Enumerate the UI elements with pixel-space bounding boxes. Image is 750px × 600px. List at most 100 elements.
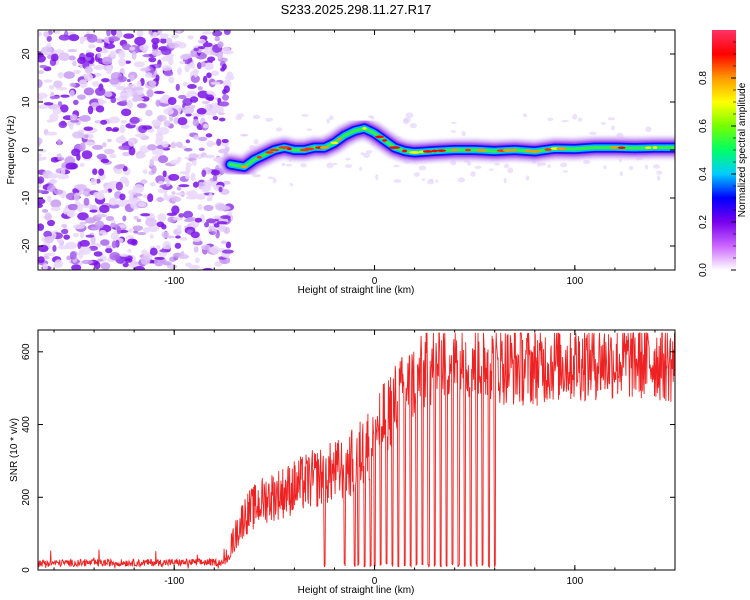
snr-y-axis-label: SNR (10 * v/v)	[9, 418, 20, 482]
noise-blob	[78, 79, 88, 88]
noise-blob	[163, 108, 174, 115]
noise-blob	[145, 109, 153, 117]
noise-blob	[92, 144, 104, 150]
noise-blob	[144, 72, 153, 79]
noise-blob	[159, 248, 171, 253]
noise-blob	[38, 176, 45, 184]
noise-blob	[126, 99, 133, 109]
noise-blob	[451, 121, 457, 124]
noise-blob	[185, 164, 191, 174]
noise-blob	[393, 164, 400, 168]
noise-blob	[125, 199, 132, 204]
noise-blob	[115, 181, 123, 191]
ridge-peak-spot	[617, 146, 626, 150]
noise-blob	[52, 108, 62, 115]
spectrogram-y-tick-label: 10	[21, 96, 32, 108]
noise-blob	[185, 113, 192, 117]
noise-blob	[209, 246, 221, 254]
noise-blob	[202, 42, 213, 48]
noise-blob	[149, 234, 154, 239]
noise-blob	[101, 56, 113, 65]
noise-blob	[202, 123, 209, 129]
ridge-peak-spot	[422, 150, 433, 153]
noise-blob	[100, 49, 109, 54]
noise-blob	[47, 195, 52, 203]
noise-blob	[106, 30, 111, 37]
noise-blob	[207, 56, 216, 62]
noise-blob	[189, 96, 199, 103]
noise-blob	[239, 133, 247, 137]
ridge-peak-spot	[556, 147, 567, 151]
noise-blob	[187, 83, 197, 89]
noise-blob	[108, 36, 120, 42]
snr-series-line	[38, 332, 675, 569]
noise-blob	[370, 115, 375, 120]
noise-blob	[216, 138, 222, 147]
noise-blob	[43, 79, 53, 83]
noise-blob	[139, 44, 149, 52]
noise-blob	[124, 178, 130, 188]
noise-blob	[203, 46, 209, 55]
noise-blob	[73, 192, 80, 202]
noise-blob	[344, 163, 353, 168]
noise-blob	[561, 119, 569, 123]
noise-blob	[132, 96, 139, 102]
noise-blob	[267, 176, 275, 180]
noise-blob	[184, 64, 190, 73]
noise-blob	[218, 224, 227, 232]
noise-blob	[178, 184, 190, 188]
noise-blob	[196, 62, 202, 70]
noise-blob	[167, 96, 177, 106]
noise-blob	[175, 83, 180, 91]
noise-blob	[74, 184, 87, 190]
noise-blob	[60, 167, 66, 175]
noise-blob	[179, 171, 190, 175]
snr-panel: -100 0 100 0 200 400 600 Height of straight li…	[9, 329, 676, 596]
noise-blob	[72, 224, 85, 230]
noise-blob	[93, 261, 101, 270]
noise-blob	[405, 112, 414, 119]
noise-blob	[45, 131, 58, 136]
noise-blob	[169, 115, 174, 122]
noise-blob	[105, 216, 115, 221]
noise-blob	[195, 193, 206, 199]
noise-blob	[145, 217, 157, 227]
noise-blob	[63, 71, 75, 79]
noise-blob	[149, 182, 156, 187]
noise-blob	[72, 60, 77, 67]
noise-blob	[73, 69, 81, 75]
noise-blob	[137, 103, 147, 109]
noise-blob	[118, 224, 127, 228]
noise-blob	[201, 100, 211, 105]
noise-blob	[81, 150, 93, 160]
noise-blob	[105, 247, 113, 254]
noise-blob	[38, 203, 43, 208]
noise-blob	[220, 240, 227, 244]
noise-blob	[289, 183, 294, 187]
colorbar: 0.0 0.2 0.4 0.6 0.8 Normalized spectral ampl…	[698, 30, 748, 277]
noise-blob	[117, 86, 125, 91]
noise-blob	[100, 262, 111, 270]
noise-blob	[79, 230, 85, 239]
noise-blob	[119, 124, 126, 134]
noise-blob	[122, 215, 127, 222]
noise-blob	[170, 141, 177, 149]
spectrogram-y-tick-label: 0	[21, 147, 32, 153]
noise-blob	[474, 165, 482, 169]
ridge-peak-spot	[256, 155, 262, 159]
noise-blob	[109, 78, 120, 85]
noise-blob	[115, 136, 127, 144]
noise-blob	[161, 231, 170, 238]
noise-blob	[450, 130, 457, 133]
noise-blob	[118, 50, 126, 59]
noise-blob	[202, 31, 212, 35]
chart-title: S233.2025.298.11.27.R17	[281, 2, 432, 17]
noise-blob	[221, 138, 229, 144]
noise-blob	[165, 182, 171, 187]
noise-blob	[147, 193, 154, 203]
noise-blob	[171, 196, 182, 202]
noise-blob	[197, 86, 203, 91]
noise-blob	[136, 30, 144, 37]
noise-blob	[49, 95, 60, 100]
